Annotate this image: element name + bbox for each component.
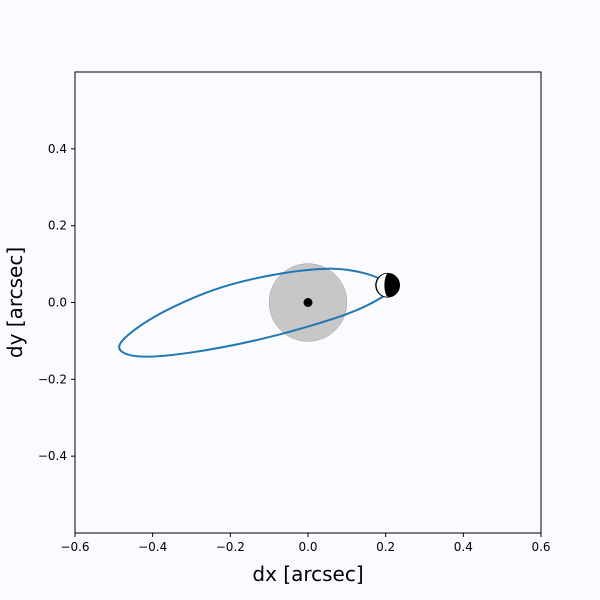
planet-marker [375, 272, 401, 298]
y-tick-label: 0.4 [48, 142, 67, 156]
central-star-point [303, 298, 313, 307]
y-tick-label: −0.2 [38, 372, 67, 386]
planet-outline [375, 272, 401, 298]
orbit-line-0 [118, 267, 393, 358]
plot-area [74, 71, 542, 534]
data-layer [118, 263, 401, 358]
x-axis-label: dx [arcsec] [252, 562, 363, 586]
x-tick-label: −0.4 [138, 540, 167, 554]
tick-layer: −0.6 −0.4 −0.2 0.0 0.2 0.4 0.6 −0.4 −0.2 0.0 0.2 0.… [38, 142, 551, 554]
y-tick-label: 0.2 [48, 219, 67, 233]
x-tick-label: 0.0 [298, 540, 317, 554]
y-tick-label: −0.4 [38, 449, 67, 463]
x-tick-label: 0.6 [531, 540, 550, 554]
x-tick-label: 0.2 [376, 540, 395, 554]
y-axis-label: dy [arcsec] [3, 247, 27, 358]
x-tick-label: −0.2 [216, 540, 245, 554]
x-tick-label: −0.6 [60, 540, 89, 554]
planet-lit-side [376, 273, 389, 298]
x-tick-label: 0.4 [454, 540, 473, 554]
y-tick-label: 0.0 [48, 296, 67, 310]
